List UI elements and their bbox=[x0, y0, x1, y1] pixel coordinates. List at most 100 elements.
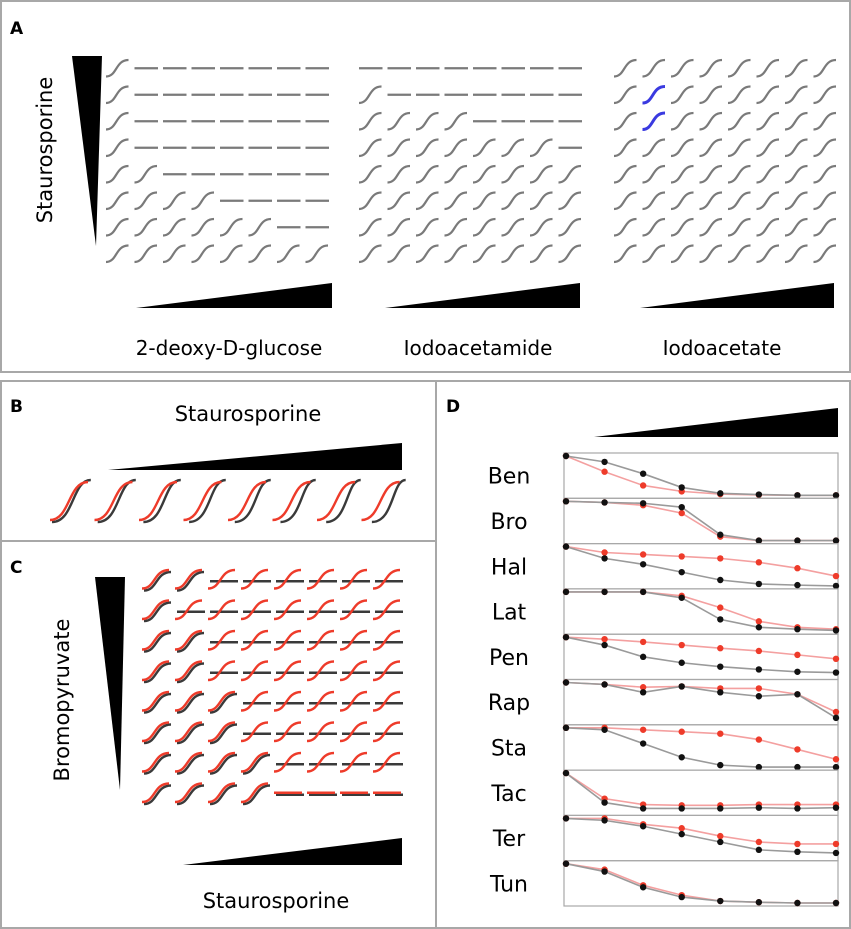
panel-c-red-curve bbox=[141, 751, 170, 773]
curve-cell bbox=[387, 164, 411, 184]
curve-cell bbox=[472, 191, 496, 211]
panel-d-black-point bbox=[832, 627, 840, 634]
panel-d-red-point bbox=[639, 684, 647, 691]
panel-d-black-point bbox=[794, 899, 801, 907]
panel-c-black-curve bbox=[176, 784, 205, 806]
panel-d-black-point bbox=[562, 815, 570, 822]
panel-d-black-point bbox=[678, 830, 685, 838]
panel-d-red-point bbox=[794, 746, 801, 753]
panel-b-black-curve bbox=[234, 478, 272, 524]
panel-c-black-curve bbox=[242, 784, 271, 806]
panel-d-black-point bbox=[794, 691, 801, 698]
panel-b-curve-row bbox=[49, 478, 407, 524]
panel-d-black-point bbox=[832, 537, 840, 544]
panel-d-black-point bbox=[717, 689, 724, 696]
curve-cell bbox=[670, 58, 694, 78]
panel-d-black-point bbox=[562, 452, 570, 460]
curve-cell bbox=[727, 138, 751, 158]
curve-cell bbox=[191, 191, 215, 211]
curve-cell bbox=[444, 111, 468, 131]
panel-c-red-curve bbox=[240, 721, 269, 743]
curve-cell bbox=[670, 164, 694, 184]
panel-d-drug-label: Hal bbox=[491, 555, 527, 580]
panel-c-red-curve bbox=[273, 751, 302, 773]
panel-d-red-point bbox=[755, 559, 763, 566]
panel-c-black-curve bbox=[143, 753, 172, 775]
panel-c-red-curve bbox=[372, 690, 401, 712]
curve-cell bbox=[699, 58, 723, 78]
panel-d-black-point bbox=[717, 897, 724, 905]
panel-c-red-curve bbox=[273, 721, 302, 743]
curve-cell bbox=[162, 244, 186, 264]
curve-cell bbox=[727, 191, 751, 211]
panel-d-black-point bbox=[755, 580, 763, 588]
curve-cell bbox=[558, 244, 582, 264]
panel-d-red-point bbox=[678, 553, 685, 560]
curve-cell bbox=[784, 138, 808, 158]
panel-d-black-point bbox=[562, 634, 570, 641]
panel-c-red-curve bbox=[207, 690, 236, 712]
panel-c-red-curve bbox=[141, 782, 170, 804]
curve-cell bbox=[613, 191, 637, 211]
curve-cell bbox=[699, 244, 723, 264]
curve-cell bbox=[529, 164, 553, 184]
panel-b-red-curve bbox=[94, 480, 133, 522]
panel-b-black-curve bbox=[51, 478, 92, 524]
panel-d-black-point bbox=[639, 805, 647, 812]
panel-d-black-point bbox=[794, 668, 801, 675]
panel-d-black-point bbox=[678, 754, 685, 761]
curve-cell bbox=[558, 217, 582, 237]
panel-d-red-point bbox=[832, 708, 840, 716]
curve-cell bbox=[415, 138, 439, 158]
panel-d-black-point bbox=[717, 805, 724, 812]
panel-d-black-line bbox=[565, 500, 836, 542]
panel-c-red-curve bbox=[339, 690, 368, 712]
curve-cell bbox=[358, 138, 382, 158]
panel-b-red-curve bbox=[183, 480, 222, 522]
curve-cell bbox=[642, 244, 666, 264]
curve-cell bbox=[699, 191, 723, 211]
curve-cell bbox=[784, 191, 808, 211]
panel-d-black-point bbox=[639, 884, 647, 891]
panel-c-red-curve bbox=[372, 660, 401, 682]
panel-d-red-point bbox=[639, 482, 647, 489]
panel-c-red-curve bbox=[240, 751, 269, 773]
panel-d-black-point bbox=[832, 714, 840, 722]
panel-c-black-curve bbox=[209, 723, 238, 745]
panel-d-red-line bbox=[565, 636, 837, 660]
panel-d-black-point bbox=[639, 500, 647, 507]
panel-d-black-point bbox=[601, 868, 608, 875]
curve-cell bbox=[670, 138, 694, 158]
panel-d-red-line bbox=[565, 681, 837, 713]
panel-d-black-point bbox=[717, 576, 724, 584]
curve-cell bbox=[415, 191, 439, 211]
curve-cell bbox=[784, 244, 808, 264]
curve-cell bbox=[387, 138, 411, 158]
curve-cell bbox=[670, 111, 694, 131]
panel-c-red-curve bbox=[174, 690, 203, 712]
panel-d-black-point bbox=[601, 726, 608, 733]
panel-b-black-curve bbox=[280, 478, 317, 524]
panel-d-black-point bbox=[794, 492, 801, 499]
panel-d-black-point bbox=[832, 492, 840, 499]
panel-c-red-curve bbox=[372, 629, 401, 651]
panel-d-red-point bbox=[601, 635, 608, 643]
panel-d-black-point bbox=[755, 804, 763, 811]
curve-cell bbox=[105, 164, 129, 184]
curve-cell bbox=[444, 244, 468, 264]
panel-d-black-point bbox=[601, 458, 608, 466]
panel-b-red-curve bbox=[49, 480, 89, 522]
panel-d-black-point bbox=[562, 769, 570, 777]
panel-b-letter: B bbox=[10, 397, 23, 417]
panel-d-red-point bbox=[678, 728, 685, 735]
curve-cell bbox=[756, 85, 780, 105]
panel-c-red-curve bbox=[306, 690, 335, 712]
panel-c-black-curve bbox=[143, 723, 172, 745]
panel-d-black-point bbox=[639, 470, 647, 477]
curve-cell bbox=[415, 244, 439, 264]
panel-c-red-curve bbox=[207, 660, 236, 682]
curve-cell bbox=[415, 111, 439, 131]
panel-d-red-line bbox=[566, 591, 837, 631]
curve-cell bbox=[756, 244, 780, 264]
curve-cell bbox=[444, 217, 468, 237]
